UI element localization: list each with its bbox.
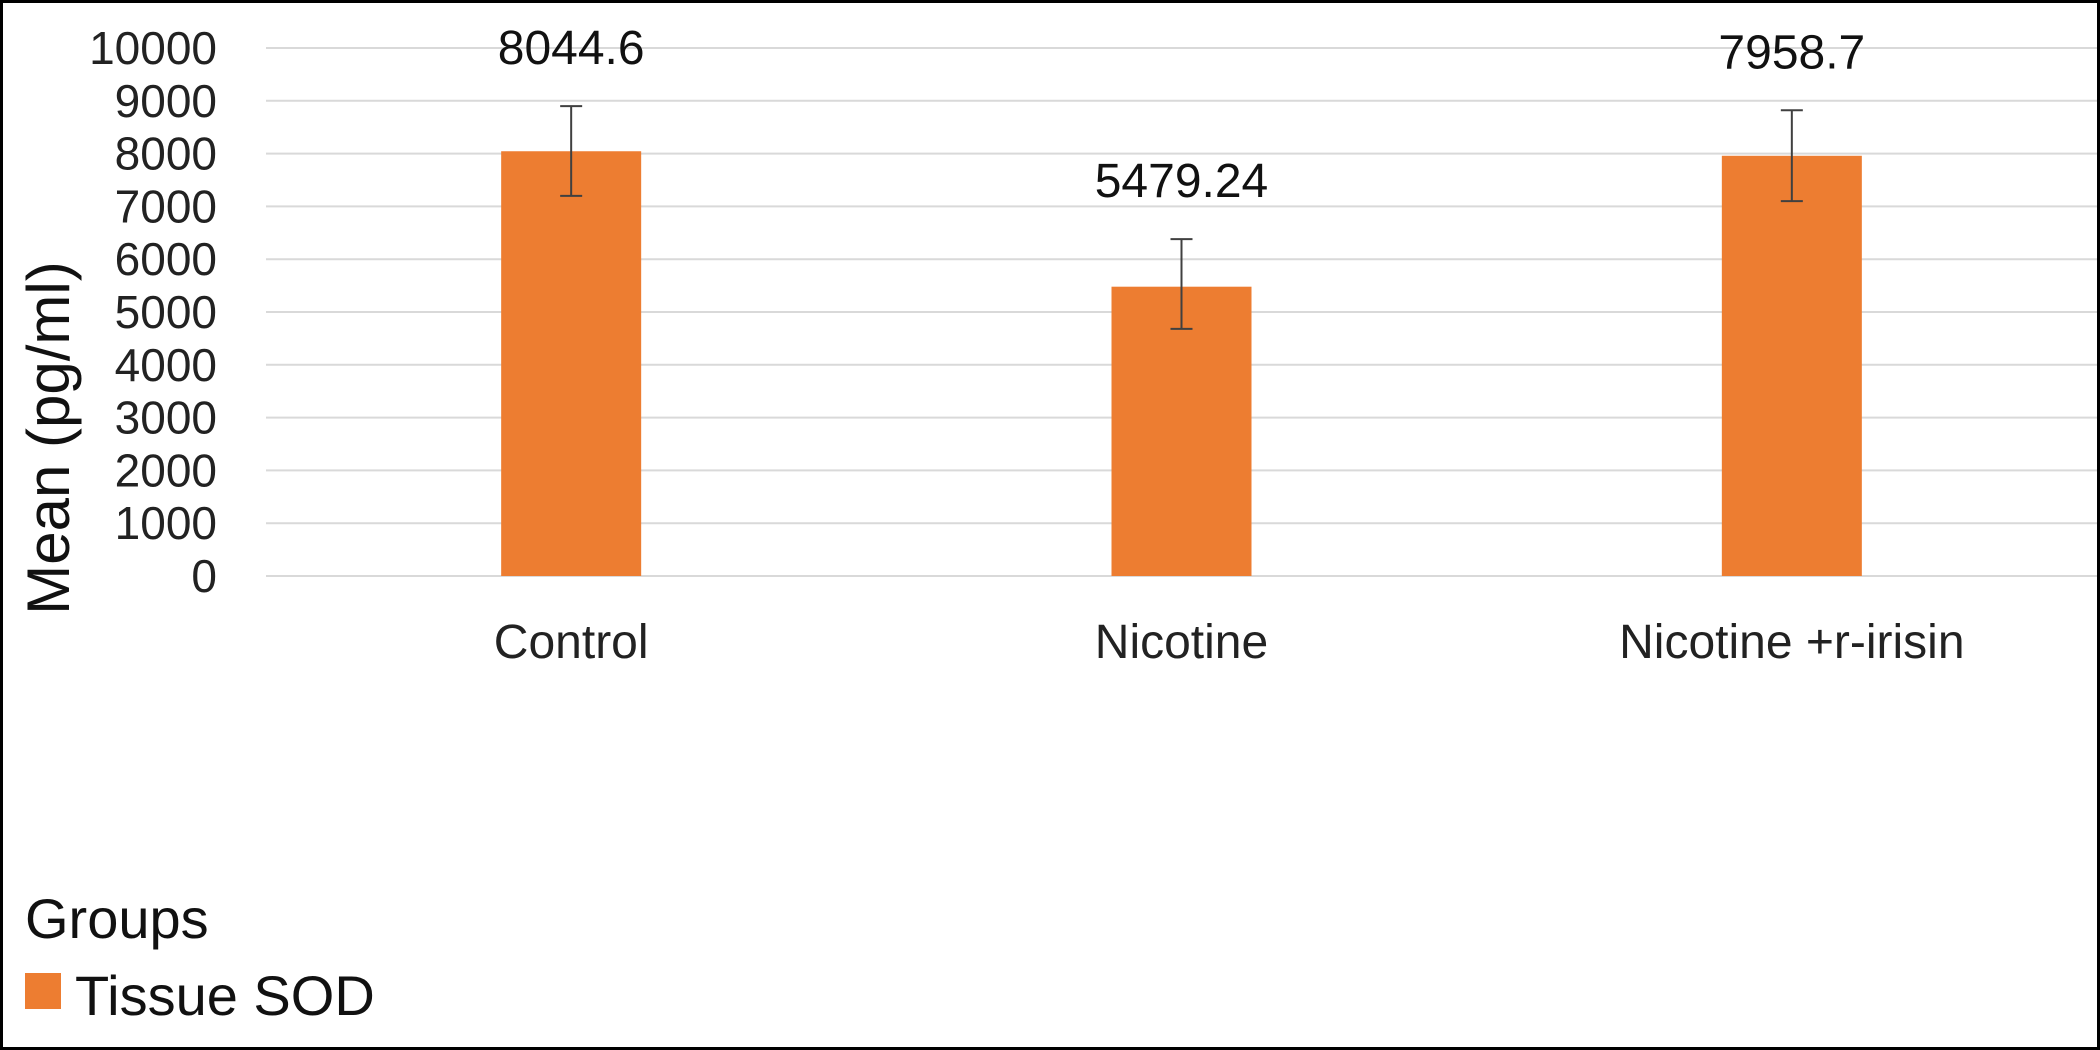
- y-tick-label-8000: 8000: [115, 128, 217, 180]
- y-tick-label-7000: 7000: [115, 180, 217, 232]
- y-tick-label-9000: 9000: [115, 75, 217, 127]
- y-tick-label-2000: 2000: [115, 444, 217, 496]
- y-tick-label-10000: 10000: [89, 22, 217, 74]
- y-tick-label-3000: 3000: [115, 392, 217, 444]
- y-tick-label-5000: 5000: [115, 286, 217, 338]
- legend-entry-tissue-sod: Tissue SOD: [75, 964, 375, 1027]
- category-label-2: Nicotine +r-irisin: [1619, 616, 1964, 669]
- error-bar-0: [560, 105, 583, 197]
- category-label-0: Control: [494, 616, 649, 669]
- category-label-1: Nicotine: [1095, 616, 1268, 669]
- legend-swatch: [25, 973, 61, 1009]
- y-axis-title: Mean (pg/ml): [15, 261, 82, 614]
- data-label-0: 8044.6: [498, 22, 645, 75]
- y-tick-label-0: 0: [191, 550, 217, 602]
- y-tick-label-4000: 4000: [115, 339, 217, 391]
- bar-2: [1721, 155, 1862, 576]
- legend-title: Groups: [25, 887, 209, 950]
- y-tick-labels: 0100020003000400050006000700080009000100…: [89, 22, 217, 602]
- bar-0: [501, 151, 642, 576]
- y-tick-label-6000: 6000: [115, 233, 217, 285]
- y-tick-label-1000: 1000: [115, 497, 217, 549]
- data-label-2: 7958.7: [1718, 26, 1865, 79]
- error-bar-1: [1170, 238, 1193, 330]
- data-labels: 8044.6 5479.24 7958.7: [498, 22, 1865, 208]
- bar-chart: 0100020003000400050006000700080009000100…: [15, 22, 2097, 1027]
- bar-1: [1111, 286, 1252, 576]
- data-label-1: 5479.24: [1095, 155, 1269, 208]
- category-labels: Control Nicotine Nicotine +r-irisin: [494, 616, 1965, 669]
- error-bars: [560, 105, 1803, 330]
- error-bar-2: [1780, 109, 1803, 203]
- bars: [501, 151, 1862, 576]
- legend: Groups Tissue SOD: [25, 887, 375, 1027]
